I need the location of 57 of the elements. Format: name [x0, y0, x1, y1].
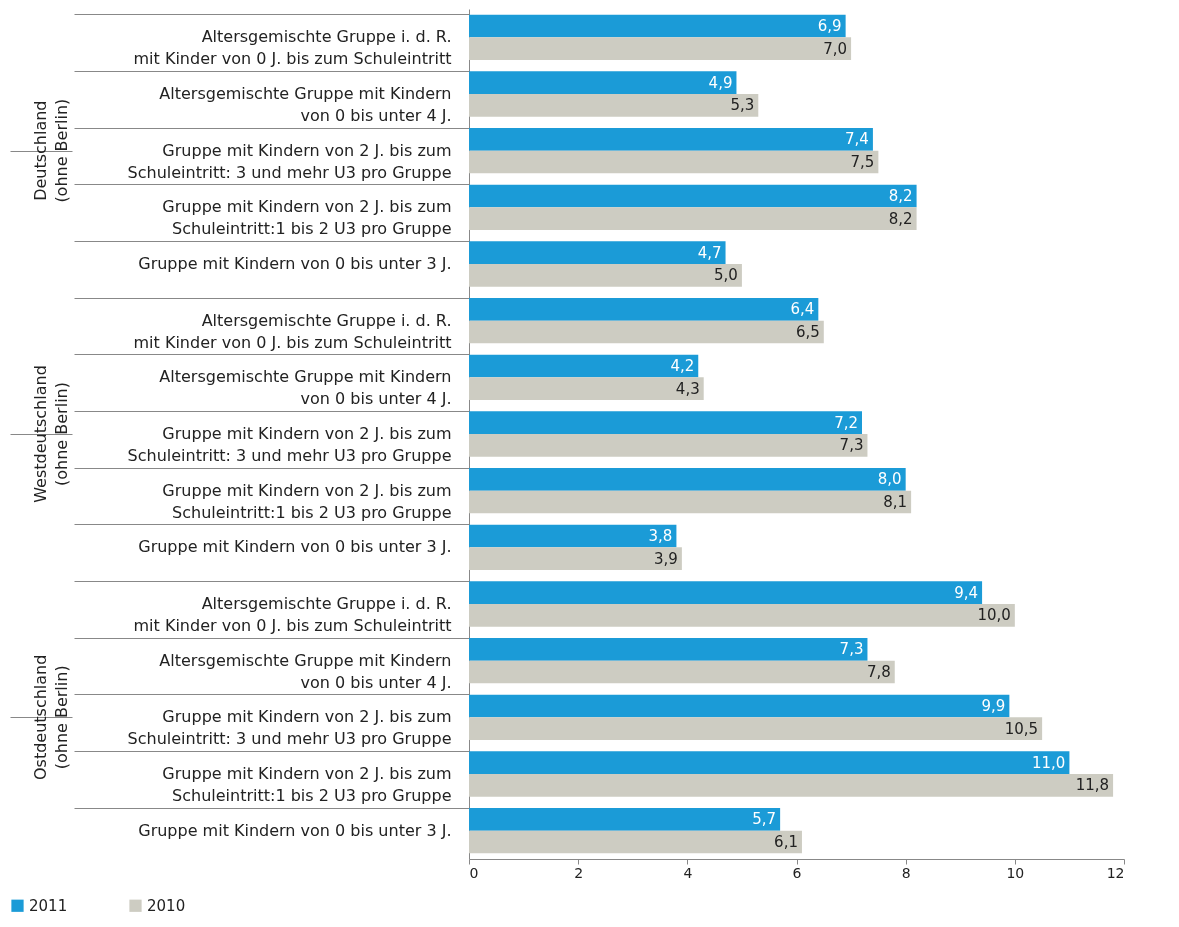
- data-label: 7,3: [839, 436, 864, 455]
- data-label: 4,3: [675, 379, 700, 398]
- x-tick-label: 2: [574, 864, 584, 881]
- y-tick-label: Gruppe mit Kindern von 2 J. bis zum Schuleintritt: 3 und mehr U3 pro Gruppe: [127, 707, 452, 749]
- data-label: 7,8: [866, 663, 891, 681]
- data-label: 3,8: [648, 527, 673, 545]
- data-label: 8,1: [883, 493, 908, 511]
- y-tick-label: Altersgemischte Gruppe i. d. R. mit Kinder von 0 J. bis zum Schuleintritt: [133, 594, 452, 635]
- data-label: 7,0: [823, 39, 848, 58]
- data-label: 4,2: [670, 357, 695, 375]
- y-tick-label: Gruppe mit Kindern von 0 bis unter 3 J.: [138, 537, 452, 557]
- y-tick-label: Gruppe mit Kindern von 0 bis unter 3 J.: [138, 820, 452, 840]
- y-tick-label: Altersgemischte Gruppe mit Kindern von 0 bis unter 4 J.: [159, 650, 452, 692]
- data-label: 4,9: [708, 73, 733, 92]
- x-tick-label: 8: [901, 864, 911, 881]
- y-tick-label: Altersgemischte Gruppe mit Kindern von 0 bis unter 4 J.: [159, 367, 452, 409]
- data-label: 9,4: [954, 583, 979, 602]
- y-tick-label: Gruppe mit Kindern von 0 bis unter 3 J.: [138, 254, 452, 273]
- data-label: 8,0: [877, 470, 902, 489]
- data-label: 8,2: [888, 187, 913, 205]
- x-tick-label: 10: [1006, 864, 1025, 881]
- data-label: 10,0: [977, 606, 1011, 625]
- y-tick-label: Altersgemischte Gruppe mit Kindern von 0 bis unter 4 J.: [159, 84, 452, 125]
- data-label: 10,5: [1004, 719, 1039, 738]
- y-tick-label: Altersgemischte Gruppe i. d. R. mit Kinder von 0 J. bis zum Schuleintritt: [133, 310, 452, 352]
- data-label: 7,3: [839, 640, 864, 659]
- legend-label: 2010: [147, 896, 186, 915]
- x-tick-label: 6: [792, 864, 802, 881]
- text: Deutschland (ohne Berlin): [31, 98, 71, 203]
- data-label: 11,0: [1032, 753, 1066, 772]
- data-label: 6,9: [817, 17, 842, 35]
- data-label: 7,2: [834, 413, 858, 432]
- x-tick-label: 4: [683, 864, 693, 881]
- data-label: 5,7: [752, 810, 777, 829]
- y-tick-label: Gruppe mit Kindern von 2 J. bis zum Schuleintritt: 3 und mehr U3 pro Gruppe: [127, 140, 452, 182]
- y-tick-label: Altersgemischte Gruppe i. d. R. mit Kinder von 0 J. bis zum Schuleintritt: [133, 27, 452, 69]
- data-label: 3,9: [654, 549, 678, 568]
- data-label: 6,1: [774, 833, 798, 851]
- data-label: 5,3: [730, 96, 755, 115]
- text: Westdeutschland (ohne Berlin): [31, 365, 71, 503]
- x-tick-label: 0: [469, 864, 479, 881]
- y-tick-label: Gruppe mit Kindern von 2 J. bis zum Schuleintritt:1 bis 2 U3 pro Gruppe: [162, 197, 452, 239]
- data-label: 7,4: [845, 130, 869, 149]
- legend-label: 2011: [29, 896, 68, 915]
- y-tick-label: Gruppe mit Kindern von 2 J. bis zum Schuleintritt:1 bis 2 U3 pro Gruppe: [162, 764, 452, 805]
- y-tick-label: Gruppe mit Kindern von 2 J. bis zum Schuleintritt: 3 und mehr U3 pro Gruppe: [127, 424, 452, 465]
- data-label: 9,9: [981, 697, 1006, 715]
- data-label: 8,2: [888, 209, 913, 228]
- y-tick-label: Gruppe mit Kindern von 2 J. bis zum Schuleintritt:1 bis 2 U3 pro Gruppe: [162, 480, 452, 522]
- data-label: 11,8: [1075, 776, 1110, 795]
- data-label: 7,5: [850, 153, 875, 171]
- data-label: 4,7: [697, 243, 722, 262]
- data-label: 5,0: [714, 266, 738, 285]
- data-label: 6,5: [795, 323, 820, 341]
- text: Ostdeutschland (ohne Berlin): [31, 654, 71, 781]
- data-label: 6,4: [790, 300, 815, 319]
- x-tick-label: 12: [1106, 864, 1125, 881]
